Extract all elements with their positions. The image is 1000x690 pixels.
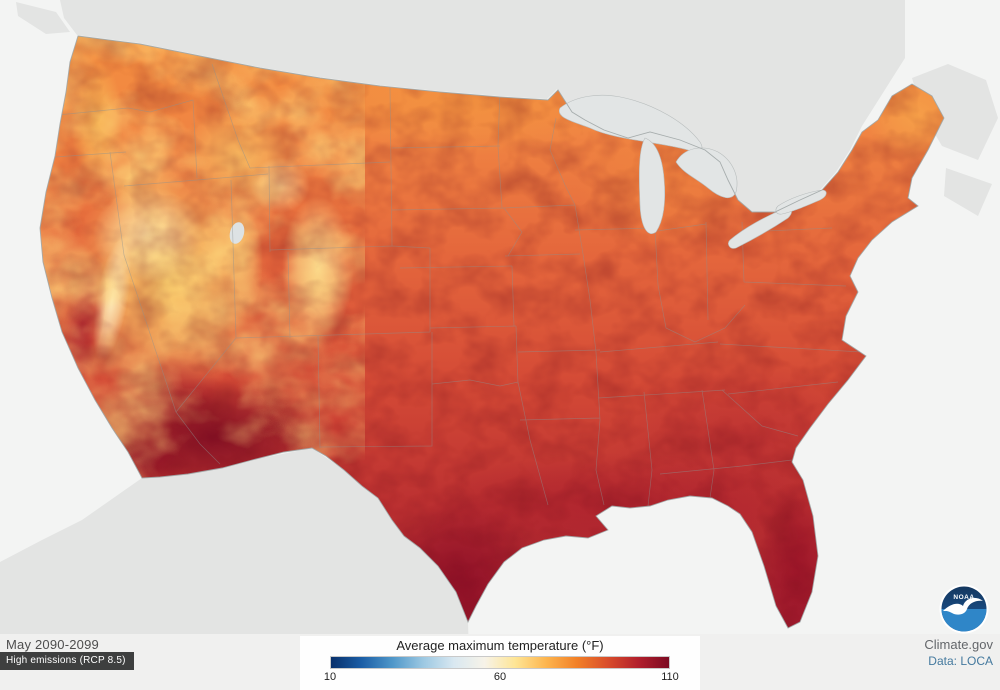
colorbar-ticks: 10 60 110	[324, 671, 679, 685]
mexico-landmass	[0, 448, 470, 690]
colorbar	[330, 656, 670, 669]
period-block: May 2090-2099	[6, 637, 99, 652]
maritimes-landmass	[912, 64, 998, 160]
great-salt-lake	[229, 222, 245, 244]
colorbar-tick-max: 110	[661, 671, 679, 683]
nova-scotia	[944, 168, 992, 216]
data-source-label: Data: LOCA	[928, 654, 993, 668]
state-borders	[40, 63, 863, 507]
scenario-badge: High emissions (RCP 8.5)	[0, 652, 134, 670]
legend: Average maximum temperature (°F) 10 60 1…	[300, 636, 700, 690]
climate-gov-credit: Climate.gov	[924, 637, 993, 652]
canada-landmass	[60, 0, 905, 212]
credits-block: Climate.gov Data: LOCA	[924, 637, 993, 668]
period-label: May 2090-2099	[6, 637, 99, 652]
colorbar-tick-mid: 60	[493, 671, 507, 683]
noaa-logo: NOAA	[939, 584, 989, 634]
legend-title: Average maximum temperature (°F)	[396, 638, 604, 653]
noaa-gull-icon	[943, 597, 983, 615]
noaa-logo-sea	[941, 609, 987, 632]
noaa-logo-text: NOAA	[953, 594, 974, 601]
vancouver-island	[16, 2, 70, 34]
colorbar-tick-min: 10	[323, 671, 337, 683]
great-lakes	[558, 94, 827, 249]
